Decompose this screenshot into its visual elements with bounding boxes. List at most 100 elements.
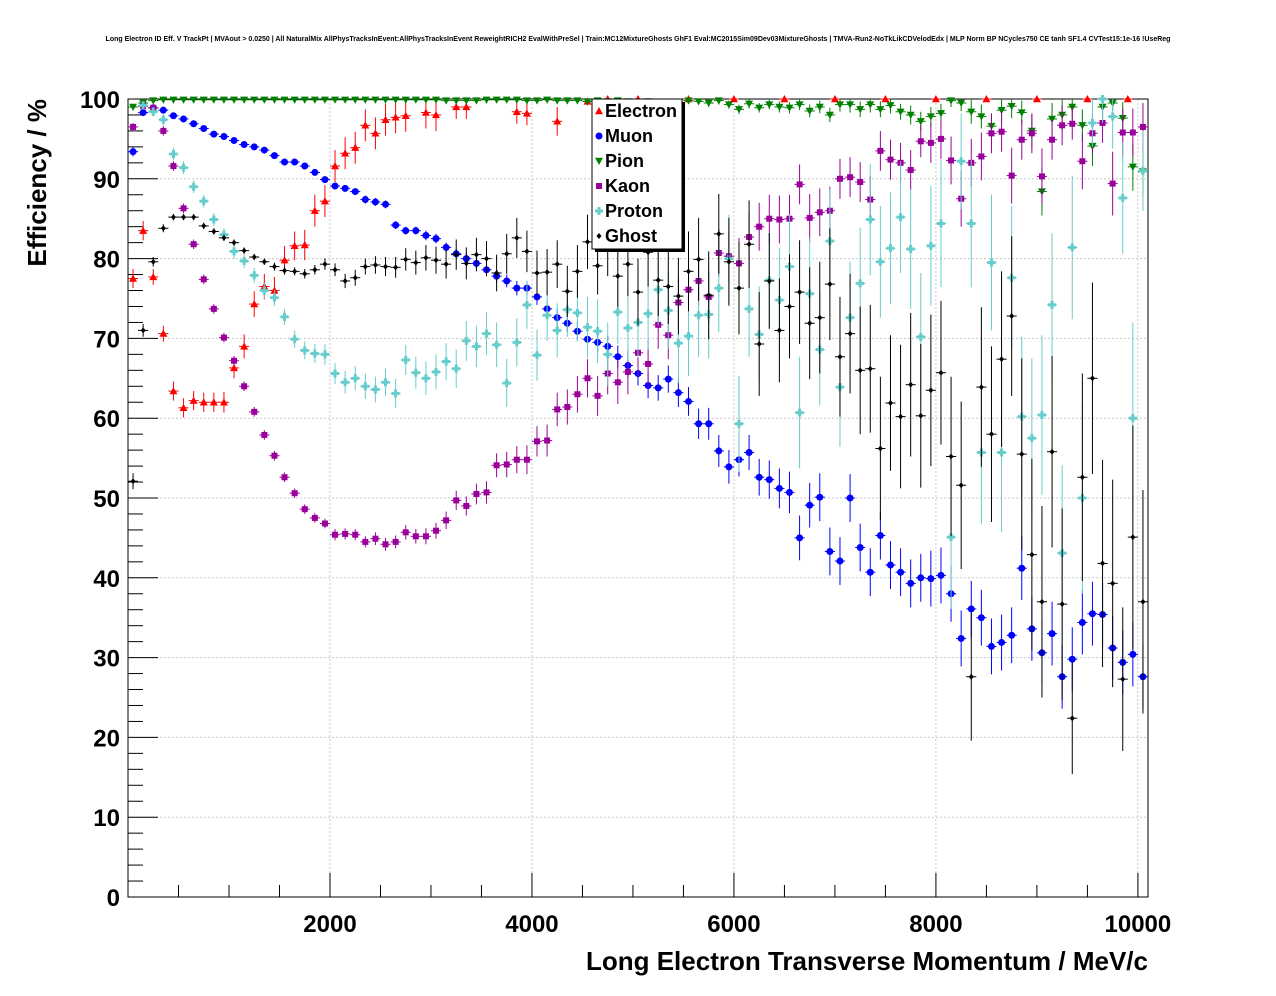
pion-marker bbox=[543, 96, 552, 104]
muon-point bbox=[299, 162, 310, 170]
electron-point bbox=[309, 194, 320, 227]
proton-marker bbox=[745, 304, 754, 313]
y-tick-label: 100 bbox=[80, 87, 120, 114]
pion-point bbox=[946, 97, 957, 107]
kaon-marker bbox=[281, 474, 288, 481]
muon-point bbox=[744, 434, 755, 471]
proton-marker bbox=[512, 338, 521, 347]
ghost-marker bbox=[675, 293, 681, 300]
proton-point bbox=[168, 147, 179, 161]
cross-bar-v bbox=[798, 408, 802, 417]
proton-point bbox=[935, 159, 947, 288]
pion-point bbox=[441, 97, 452, 105]
pion-marker bbox=[411, 96, 420, 104]
ghost-point bbox=[1137, 490, 1148, 714]
pion-marker bbox=[997, 106, 1006, 115]
kaon-marker bbox=[1018, 136, 1025, 143]
ghost-point bbox=[249, 253, 260, 261]
pion-point bbox=[845, 99, 856, 113]
ghost-marker bbox=[221, 234, 227, 241]
proton-point bbox=[511, 318, 522, 367]
kaon-marker bbox=[776, 216, 783, 223]
ghost-point bbox=[693, 217, 704, 301]
electron-marker bbox=[240, 342, 249, 350]
ghost-point bbox=[441, 249, 452, 279]
pion-marker bbox=[300, 96, 309, 104]
electron-point bbox=[779, 95, 790, 103]
cross-bar-v bbox=[343, 378, 347, 387]
electron-marker bbox=[139, 226, 148, 234]
pion-marker bbox=[906, 111, 915, 119]
ghost-marker bbox=[160, 225, 166, 232]
ghost-marker bbox=[393, 264, 399, 271]
proton-point bbox=[430, 354, 442, 390]
cross-bar-v bbox=[293, 335, 297, 344]
cross-bar-v bbox=[434, 367, 438, 376]
pion-point bbox=[228, 96, 240, 104]
muon-marker bbox=[1008, 631, 1016, 639]
muon-marker bbox=[281, 158, 289, 166]
pion-marker bbox=[977, 113, 986, 121]
pion-marker bbox=[462, 97, 471, 105]
legend-entry-electron: Electron bbox=[595, 101, 677, 121]
kaon-point bbox=[542, 424, 553, 457]
proton-point bbox=[441, 343, 452, 380]
muon-point bbox=[1077, 590, 1088, 655]
ghost-point bbox=[966, 612, 977, 741]
x-tick-label: 6000 bbox=[707, 911, 760, 938]
legend-label-ghost: Ghost bbox=[605, 226, 657, 246]
electron-marker bbox=[432, 110, 441, 119]
ghost-marker bbox=[1079, 474, 1085, 481]
kaon-marker bbox=[231, 357, 238, 364]
pion-marker bbox=[230, 96, 239, 104]
pion-marker bbox=[815, 103, 824, 111]
ghost-marker bbox=[877, 445, 883, 452]
kaon-marker bbox=[443, 517, 450, 524]
kaon-marker bbox=[645, 360, 652, 367]
proton-marker bbox=[896, 213, 905, 222]
ghost-marker bbox=[302, 270, 308, 277]
electron-marker bbox=[1123, 95, 1132, 103]
electron-point bbox=[148, 268, 159, 285]
kaon-marker bbox=[1038, 173, 1045, 180]
kaon-point bbox=[410, 529, 421, 544]
kaon-marker bbox=[422, 533, 429, 540]
cross-bar-v bbox=[464, 336, 468, 345]
pion-marker bbox=[341, 96, 350, 104]
ghost-marker bbox=[1019, 451, 1025, 458]
ghost-point bbox=[1087, 282, 1098, 475]
series-ghost bbox=[128, 193, 1148, 775]
proton-point bbox=[552, 303, 563, 358]
pion-point bbox=[511, 96, 522, 104]
cross-bar-v bbox=[424, 374, 428, 383]
pion-marker bbox=[1048, 115, 1057, 123]
ghost-point bbox=[1057, 508, 1068, 700]
legend-marker-ghost bbox=[596, 233, 602, 239]
cross-bar-v bbox=[1030, 434, 1034, 443]
cross-bar-v bbox=[737, 419, 741, 428]
kaon-marker bbox=[574, 391, 581, 398]
proton-point bbox=[733, 375, 745, 472]
muon-marker bbox=[725, 463, 733, 471]
x-tick-label: 10000 bbox=[1105, 911, 1172, 938]
proton-marker bbox=[341, 378, 350, 387]
pion-marker bbox=[876, 106, 885, 114]
electron-point bbox=[521, 101, 532, 126]
pion-marker bbox=[1068, 103, 1077, 111]
cross-bar-v bbox=[141, 101, 145, 110]
x-tick-label: 2000 bbox=[303, 911, 356, 938]
cross-bar-v bbox=[313, 349, 317, 358]
ghost-marker bbox=[685, 268, 691, 275]
proton-point bbox=[1087, 99, 1098, 147]
muon-point bbox=[128, 146, 139, 157]
ghost-marker bbox=[696, 256, 702, 263]
pion-marker bbox=[1078, 122, 1087, 130]
electron-marker bbox=[280, 256, 289, 264]
muon-point bbox=[138, 109, 149, 117]
muon-marker bbox=[432, 235, 440, 243]
kaon-marker bbox=[251, 408, 258, 415]
kaon-marker bbox=[311, 514, 318, 521]
kaon-marker bbox=[1109, 180, 1116, 187]
ghost-marker bbox=[514, 234, 520, 241]
x-axis-title: Long Electron Transverse Momentum / MeV/… bbox=[586, 946, 1148, 976]
